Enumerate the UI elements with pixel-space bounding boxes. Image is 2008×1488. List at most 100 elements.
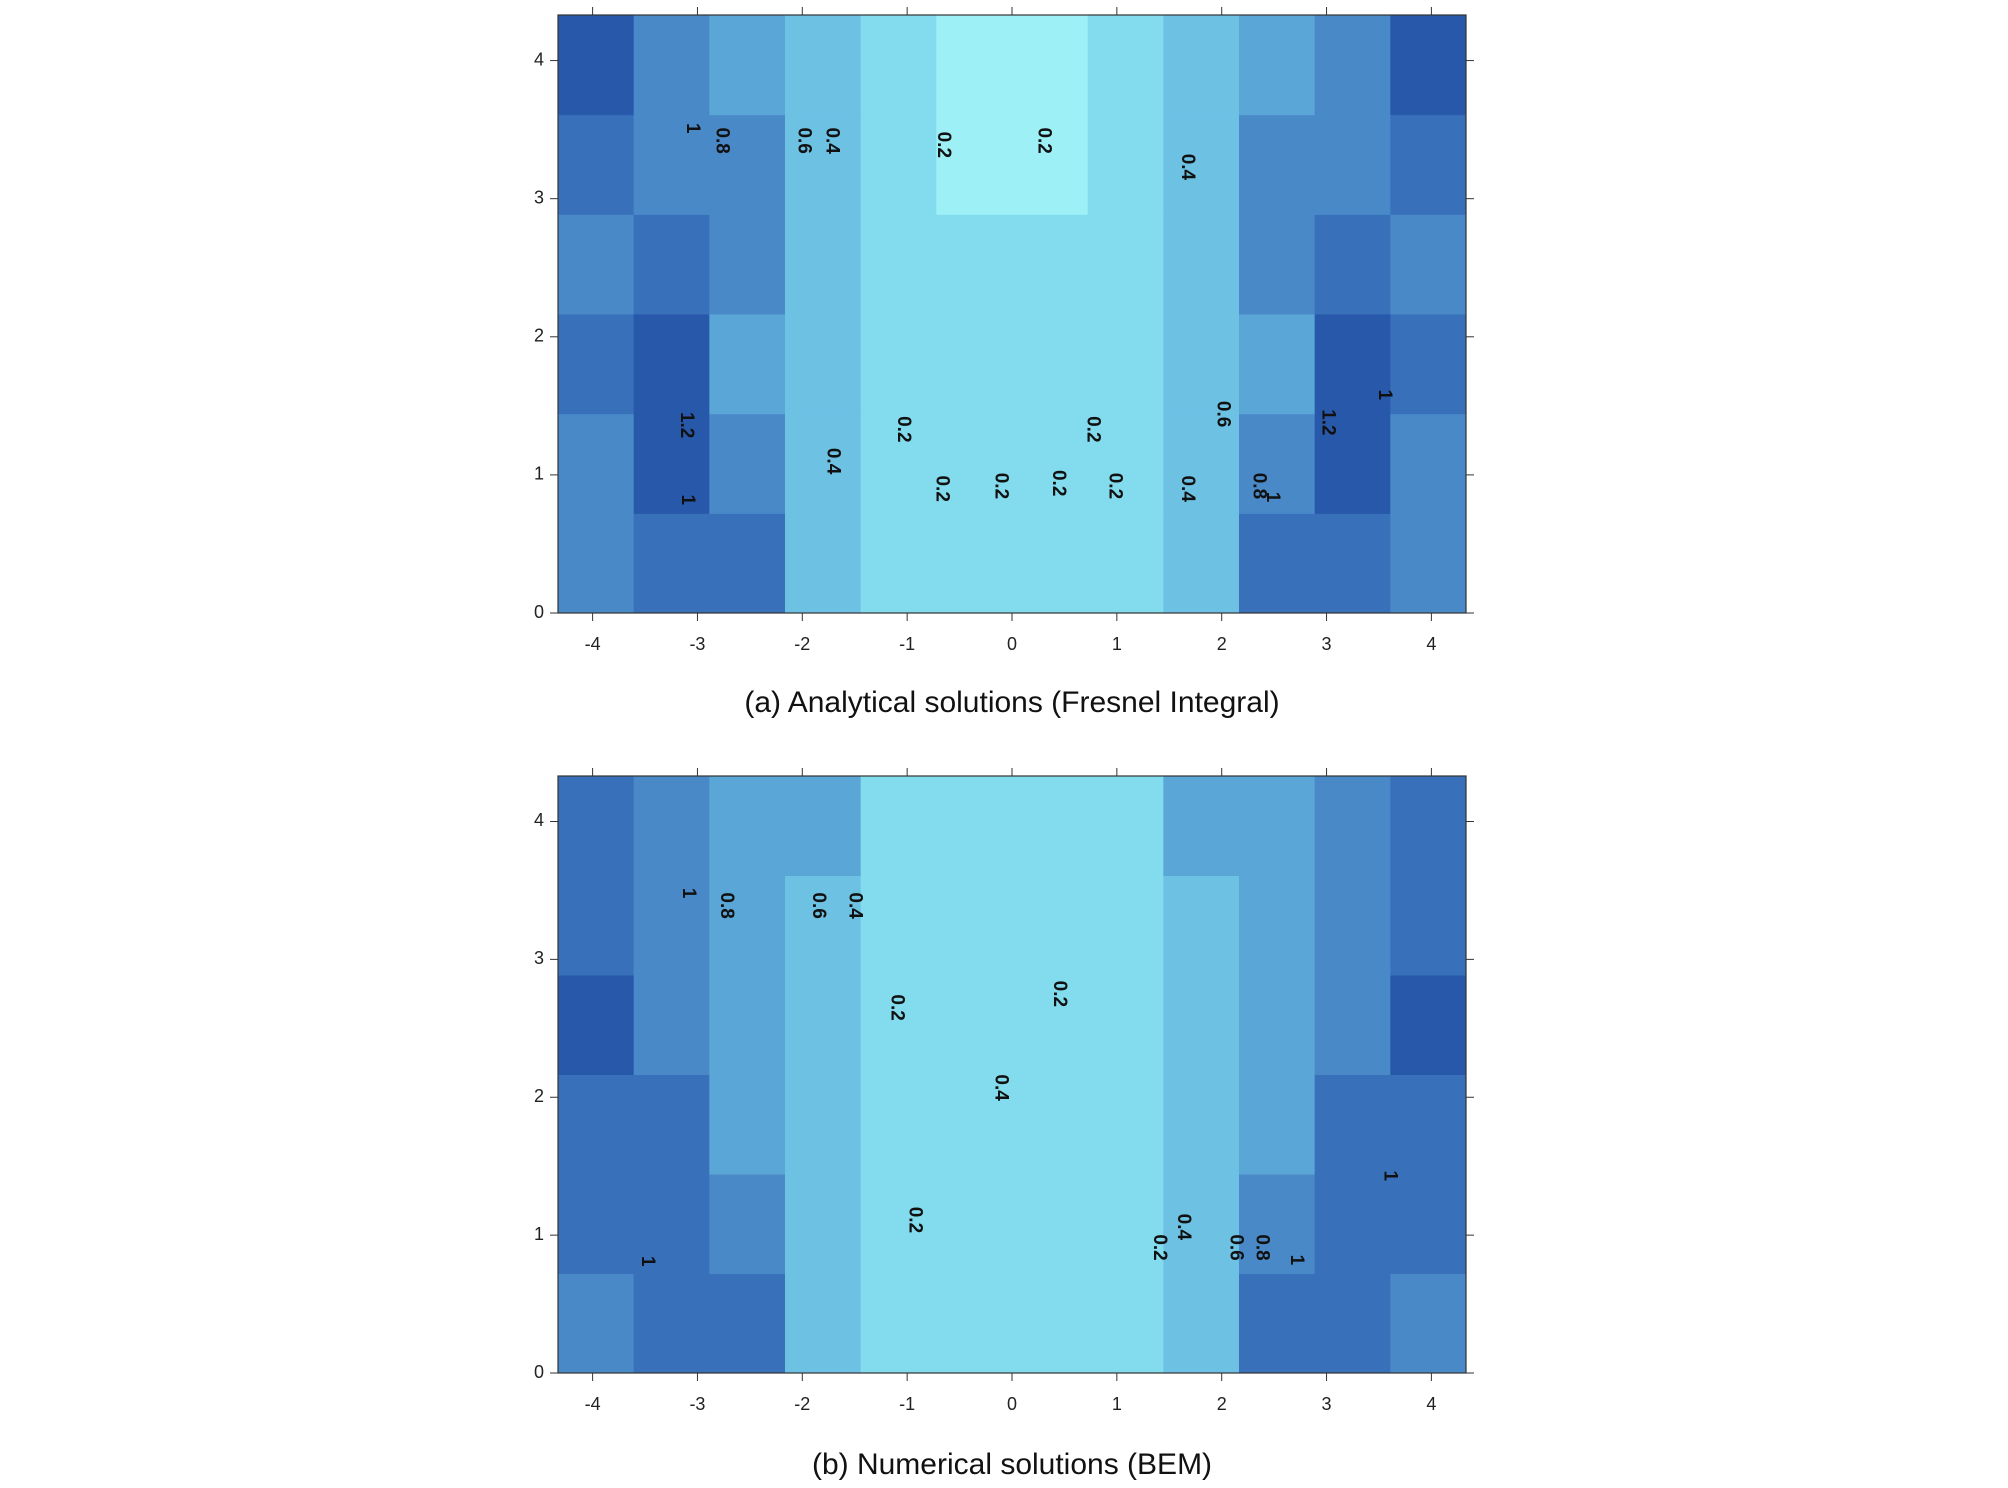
contour-label: 0.6: [1225, 1234, 1246, 1260]
contour-cell: [1012, 1174, 1089, 1274]
contour-cell: [709, 1074, 786, 1175]
contour-cell: [936, 1273, 1013, 1374]
contour-cell: [785, 214, 862, 315]
contour-cell: [1163, 15, 1240, 116]
contour-cell: [860, 513, 937, 614]
contour-cell: [1390, 1174, 1467, 1274]
contour-cell: [1163, 1174, 1240, 1274]
contour-cell: [1087, 214, 1164, 315]
x-tick-label: -4: [585, 634, 601, 654]
contour-cell: [1087, 875, 1164, 976]
contour-cell: [1239, 15, 1316, 116]
contour-cell: [1390, 413, 1467, 514]
contour-label: 0.2: [1149, 1234, 1170, 1260]
contour-label: 0.8: [716, 892, 737, 918]
contour-cell: [1012, 1273, 1089, 1374]
contour-label: 1.2: [1318, 409, 1339, 435]
contour-label: 0.8: [1252, 1234, 1273, 1260]
contour-cell: [1012, 875, 1089, 976]
contour-cell: [633, 975, 710, 1075]
contour-cell: [1314, 1174, 1391, 1274]
contour-cell: [1087, 15, 1164, 116]
x-tick-label: 2: [1217, 1394, 1227, 1414]
contour-cell: [1239, 776, 1316, 876]
contour-cell: [633, 1074, 710, 1175]
contour-cell: [1012, 214, 1089, 315]
contour-cell: [1314, 776, 1391, 876]
contour-cell: [1163, 1074, 1240, 1175]
contour-cell: [860, 314, 937, 415]
contour-cell: [633, 413, 710, 514]
contour-cell: [936, 1074, 1013, 1175]
contour-cell: [1390, 15, 1467, 116]
contour-cell: [558, 1273, 635, 1374]
contour-cell: [1012, 513, 1089, 614]
contour-cell: [558, 1174, 635, 1274]
contour-cell: [709, 1273, 786, 1374]
contour-cell: [1163, 776, 1240, 876]
contour-cell: [1087, 413, 1164, 514]
plot-area: [558, 776, 1467, 1374]
contour-cell: [558, 214, 635, 315]
x-tick-label: 0: [1007, 1394, 1017, 1414]
contour-cell: [709, 314, 786, 415]
contour-cell: [558, 776, 635, 876]
contour-cell: [1012, 314, 1089, 415]
contour-cell: [936, 975, 1013, 1075]
contour-cell: [558, 875, 635, 976]
contour-label: 0.2: [1033, 127, 1054, 153]
contour-label: 0.6: [793, 127, 814, 153]
contour-cell: [785, 875, 862, 976]
contour-cell: [558, 1074, 635, 1175]
contour-cell: [709, 15, 786, 116]
contour-cell: [1163, 1273, 1240, 1374]
contour-cell: [558, 314, 635, 415]
contour-cell: [936, 413, 1013, 514]
y-tick-label: 4: [534, 810, 544, 830]
contour-label: 0.2: [1048, 470, 1069, 496]
contour-cell: [633, 214, 710, 315]
contour-label: 0.4: [845, 892, 866, 919]
contour-cell: [709, 513, 786, 614]
contour-label: 1.2: [676, 412, 697, 438]
contour-cell: [1390, 513, 1467, 614]
contour-cell: [785, 1174, 862, 1274]
contour-cell: [860, 776, 937, 876]
contour-cell: [936, 114, 1013, 215]
contour-label: 0.6: [1213, 401, 1234, 427]
contour-cell: [1012, 15, 1089, 116]
contour-cell: [785, 314, 862, 415]
contour-label: 1: [1379, 1171, 1400, 1182]
contour-cell: [785, 114, 862, 215]
contour-cell: [558, 15, 635, 116]
contour-cell: [1390, 1074, 1467, 1175]
x-tick-label: -4: [585, 1394, 601, 1414]
contour-cell: [1239, 1074, 1316, 1175]
contour-cell: [1390, 114, 1467, 215]
contour-cell: [709, 214, 786, 315]
contour-label: 1: [1262, 492, 1283, 503]
contour-cell: [1314, 15, 1391, 116]
y-tick-label: 0: [534, 602, 544, 622]
contour-cell: [1012, 776, 1089, 876]
contour-cell: [633, 1174, 710, 1274]
contour-label: 0.2: [1049, 981, 1070, 1007]
contour-cell: [1390, 975, 1467, 1075]
contour-label: 0.2: [887, 994, 908, 1020]
contour-cell: [709, 875, 786, 976]
caption: (a) Analytical solutions (Fresnel Integr…: [744, 686, 1279, 719]
contour-label: 0.2: [1083, 416, 1104, 442]
contour-cell: [860, 413, 937, 514]
contour-cell: [633, 875, 710, 976]
contour-cell: [860, 875, 937, 976]
x-tick-label: 3: [1322, 1394, 1332, 1414]
contour-cell: [1314, 1273, 1391, 1374]
contour-label: 0.4: [1177, 475, 1198, 502]
contour-cell: [633, 776, 710, 876]
contour-label: 0.4: [1177, 154, 1198, 181]
contour-cell: [1087, 513, 1164, 614]
contour-cell: [1087, 975, 1164, 1075]
contour-cell: [936, 776, 1013, 876]
contour-cell: [936, 875, 1013, 976]
plot-area: [558, 15, 1467, 614]
